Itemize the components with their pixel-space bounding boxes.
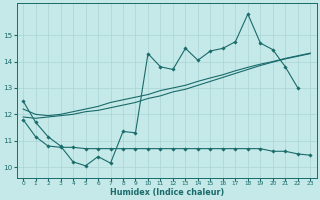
X-axis label: Humidex (Indice chaleur): Humidex (Indice chaleur) — [109, 188, 224, 197]
